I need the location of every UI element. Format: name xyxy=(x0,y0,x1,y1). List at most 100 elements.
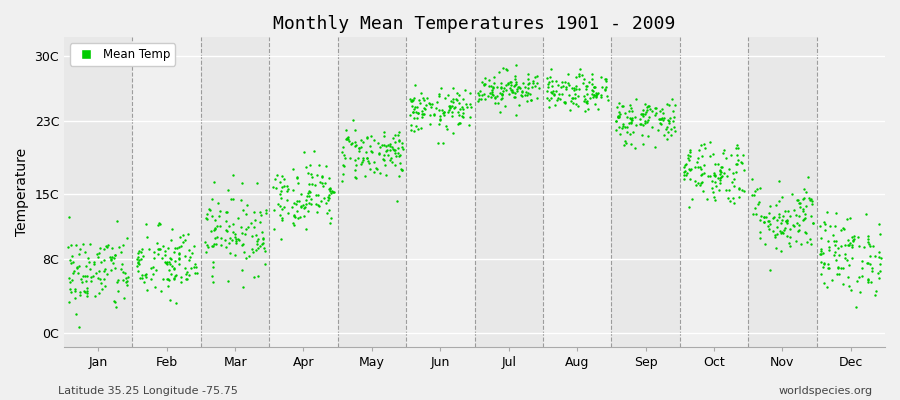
Point xyxy=(804,196,818,202)
Point xyxy=(281,186,295,192)
Point xyxy=(862,261,877,267)
Point xyxy=(286,187,301,194)
Point xyxy=(286,220,301,226)
Point xyxy=(217,236,231,243)
Point xyxy=(569,74,583,80)
Point xyxy=(554,84,569,90)
Point xyxy=(172,256,186,263)
Point xyxy=(652,127,666,133)
Point xyxy=(526,80,541,86)
Point xyxy=(253,209,267,216)
Point xyxy=(168,258,183,264)
Point xyxy=(205,243,220,249)
Point xyxy=(591,90,606,96)
Point xyxy=(616,142,631,148)
Point xyxy=(376,157,391,163)
Point xyxy=(249,247,264,253)
Point xyxy=(503,78,517,85)
Point xyxy=(817,227,832,234)
Point xyxy=(199,214,213,221)
Point xyxy=(395,140,410,146)
Point xyxy=(349,142,364,148)
Point xyxy=(116,242,130,248)
Point xyxy=(836,224,850,231)
Point xyxy=(177,253,192,259)
Point xyxy=(785,191,799,197)
Point xyxy=(77,288,92,294)
Point xyxy=(273,203,287,210)
Point xyxy=(224,195,238,202)
Point xyxy=(771,198,786,205)
Point xyxy=(432,120,446,127)
Point xyxy=(226,229,240,236)
Point xyxy=(770,223,784,230)
Point xyxy=(625,115,639,122)
Point xyxy=(379,147,393,154)
Point xyxy=(804,197,818,203)
Point xyxy=(753,228,768,235)
Point xyxy=(341,136,356,143)
Point xyxy=(340,134,355,140)
Point xyxy=(752,199,767,205)
Point xyxy=(86,259,101,265)
Point xyxy=(588,84,602,90)
Point xyxy=(360,155,374,161)
Point xyxy=(662,102,676,108)
Point xyxy=(392,137,407,144)
Point xyxy=(221,187,236,193)
Point xyxy=(290,198,304,204)
Point xyxy=(542,104,556,110)
Point xyxy=(854,273,868,280)
Point xyxy=(446,85,461,91)
Point xyxy=(691,146,706,153)
Point xyxy=(766,214,780,221)
Point xyxy=(176,232,190,239)
Point xyxy=(791,228,806,234)
Point xyxy=(148,284,163,290)
Point xyxy=(163,261,177,267)
Point xyxy=(842,240,857,246)
Point xyxy=(322,185,337,191)
Point xyxy=(500,80,515,87)
Point xyxy=(508,81,523,87)
Point xyxy=(860,239,875,246)
Point xyxy=(163,255,177,261)
Point xyxy=(695,179,709,185)
Point xyxy=(515,88,529,95)
Point xyxy=(76,241,91,248)
Point xyxy=(682,204,697,210)
Point xyxy=(485,84,500,91)
Point xyxy=(690,155,705,161)
Point xyxy=(478,96,492,102)
Point xyxy=(446,104,461,111)
Point xyxy=(165,226,179,232)
Point xyxy=(860,236,875,243)
Point xyxy=(352,145,366,151)
Point xyxy=(714,168,728,175)
Point xyxy=(648,105,662,111)
Point xyxy=(561,80,575,86)
Point xyxy=(689,159,704,166)
Point xyxy=(162,259,176,266)
Point xyxy=(80,273,94,280)
Point xyxy=(363,143,377,150)
Bar xyxy=(338,37,406,347)
Point xyxy=(394,144,409,150)
Point xyxy=(490,84,504,90)
Point xyxy=(301,193,315,199)
Point xyxy=(339,136,354,142)
Point xyxy=(274,173,289,179)
Point xyxy=(280,197,294,204)
Point xyxy=(134,246,148,252)
Point xyxy=(727,200,742,206)
Point xyxy=(151,222,166,228)
Point xyxy=(842,283,857,290)
Point xyxy=(443,105,457,111)
Point xyxy=(446,130,460,137)
Point xyxy=(783,226,797,232)
Point xyxy=(508,94,523,100)
Point xyxy=(109,304,123,310)
Point xyxy=(176,239,191,246)
Point xyxy=(683,167,698,173)
Point xyxy=(242,253,256,260)
